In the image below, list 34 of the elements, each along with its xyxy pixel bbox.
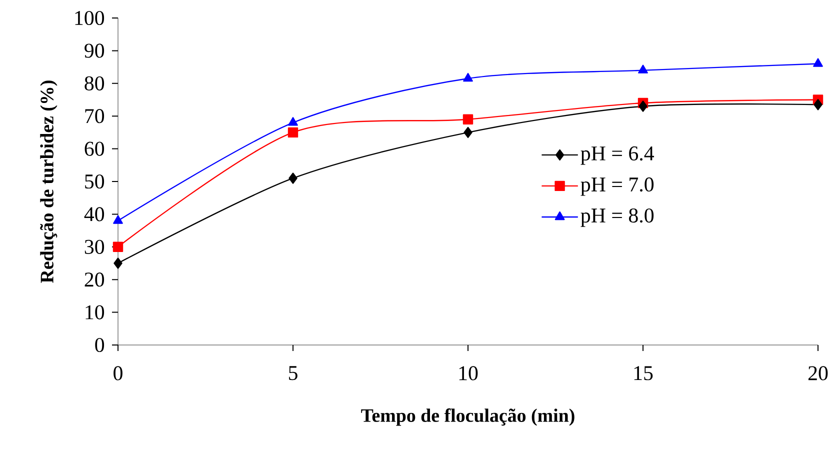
x-tick-label: 0 <box>114 366 122 380</box>
x-axis-title: Tempo de floculação (min) <box>361 408 574 426</box>
x-tick-label: 20 <box>808 366 828 380</box>
y-tick-label: 90 <box>84 44 104 58</box>
legend-label: pH = 8.0 <box>580 208 654 227</box>
y-tick-label: 10 <box>86 305 104 320</box>
y-tick-label: 0 <box>95 338 104 352</box>
point <box>464 126 472 138</box>
y-tick-label: 40 <box>84 207 104 222</box>
point <box>462 114 474 124</box>
y-tick-label: 30 <box>84 240 104 254</box>
point <box>638 100 648 112</box>
point <box>112 242 124 252</box>
y-tick-label: 50 <box>85 174 104 189</box>
y-tick-label: 60 <box>84 142 104 156</box>
x-tick-label: 15 <box>634 366 653 380</box>
x-tick-label: 5 <box>288 366 298 380</box>
legend-label: pH = 6.4 <box>580 146 654 165</box>
point <box>813 58 823 67</box>
y-tick-label: 70 <box>85 109 104 124</box>
x-tick-label: 10 <box>459 366 478 380</box>
point <box>114 258 122 269</box>
point <box>288 172 298 184</box>
point <box>288 117 298 126</box>
point <box>814 99 822 110</box>
point <box>638 64 648 74</box>
y-tick-label: 20 <box>84 272 104 287</box>
y-tick-label: 80 <box>84 76 104 90</box>
y-axis-title: Redução de turbidez (%) <box>40 80 58 283</box>
legend-label: pH = 7.0 <box>580 177 654 196</box>
point <box>463 72 473 82</box>
point <box>288 127 298 138</box>
y-tick-label: 100 <box>75 10 104 26</box>
point <box>113 215 123 224</box>
